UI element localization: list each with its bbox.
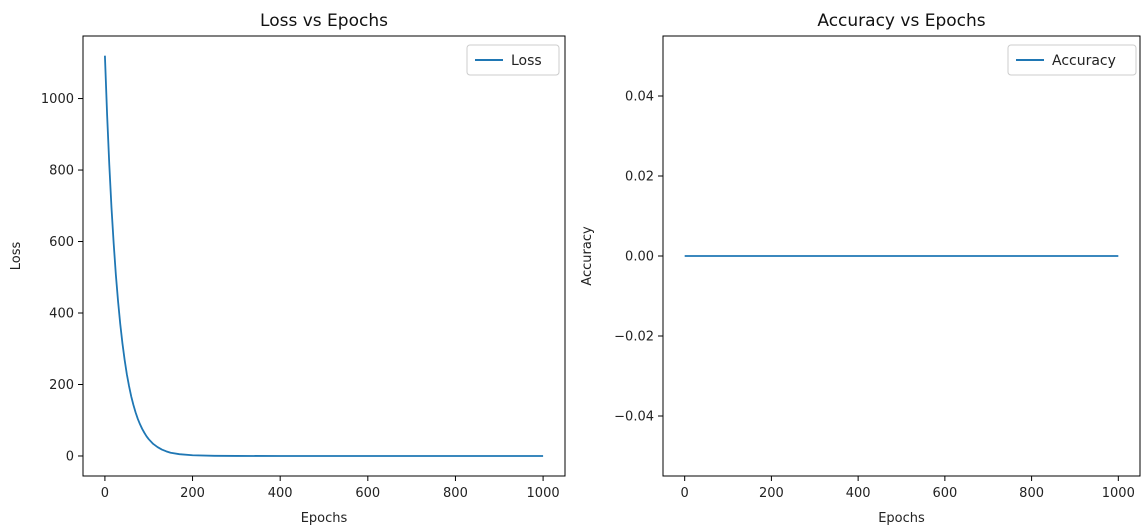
x-tick-label: 1000 xyxy=(1102,486,1135,501)
x-axis-label: Epochs xyxy=(878,511,925,526)
y-axis-label: Accuracy xyxy=(580,226,595,286)
x-tick-label: 0 xyxy=(101,486,109,501)
x-tick-label: 400 xyxy=(268,486,293,501)
legend-box xyxy=(466,44,560,76)
legend: Loss xyxy=(466,44,560,76)
y-tick-label: 0 xyxy=(66,449,74,464)
y-tick-label: −0.04 xyxy=(614,410,654,425)
x-axis-label: Epochs xyxy=(301,511,348,526)
legend-box xyxy=(1007,44,1137,76)
x-tick-label: 600 xyxy=(355,486,380,501)
y-tick-label: 0.02 xyxy=(625,170,654,185)
plot-frame xyxy=(82,35,566,477)
chart-1: 0 200 400 600 800 1000 0 200 400 600 800 1000 Loss v… xyxy=(9,11,566,526)
x-tick-label: 0 xyxy=(681,486,689,501)
chart-title: Loss vs Epochs xyxy=(260,11,388,31)
x-tick-label: 800 xyxy=(1019,486,1044,501)
chart-2: 0 200 400 600 800 1000 0.04 0.02 0.00 −0.02 −0.04 A… xyxy=(580,11,1141,526)
series-line-loss xyxy=(104,55,544,457)
x-tick-label: 200 xyxy=(180,486,205,501)
y-tick-label: 1000 xyxy=(41,92,74,107)
legend-entry-label: Accuracy xyxy=(1052,53,1116,69)
y-tick-label: 0.04 xyxy=(625,90,654,105)
legend: Accuracy xyxy=(1007,44,1137,76)
y-tick-label: 0.00 xyxy=(625,250,654,265)
x-tick-label: 200 xyxy=(759,486,784,501)
x-tick-label: 600 xyxy=(932,486,957,501)
y-tick-label: −0.02 xyxy=(614,330,654,345)
y-tick-label: 800 xyxy=(49,164,74,179)
y-axis-label: Loss xyxy=(9,242,24,271)
x-tick-label: 400 xyxy=(846,486,871,501)
chart-title: Accuracy vs Epochs xyxy=(817,11,985,31)
x-tick-label: 800 xyxy=(443,486,468,501)
y-tick-label: 200 xyxy=(49,378,74,393)
y-tick-label: 600 xyxy=(49,235,74,250)
y-tick-label: 400 xyxy=(49,307,74,322)
legend-entry-label: Loss xyxy=(511,53,542,69)
x-tick-label: 1000 xyxy=(527,486,560,501)
